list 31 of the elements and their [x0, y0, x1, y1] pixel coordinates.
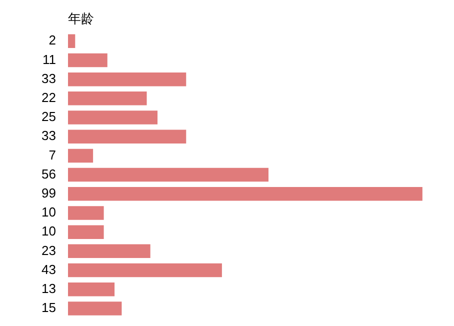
bar	[68, 148, 94, 163]
data-label: 43	[42, 262, 56, 277]
data-label: 10	[42, 224, 56, 239]
bar	[68, 34, 76, 48]
data-label: 2	[48, 32, 56, 48]
data-label: 13	[42, 280, 56, 296]
bar	[68, 72, 186, 86]
data-label: 33	[42, 128, 56, 144]
data-label: 10	[42, 204, 56, 220]
data-label: 56	[42, 166, 56, 182]
bar	[68, 302, 122, 316]
data-label: 99	[42, 185, 56, 200]
data-label: 7	[48, 147, 56, 162]
bar	[68, 206, 104, 220]
data-label: 22	[42, 90, 56, 106]
bar	[68, 92, 147, 106]
bar	[68, 110, 158, 124]
data-label: 15	[42, 300, 56, 316]
data-label: 25	[42, 109, 56, 124]
bar	[68, 282, 115, 296]
data-label: 11	[42, 52, 56, 67]
bar	[68, 187, 422, 201]
bar	[68, 53, 108, 68]
bar	[68, 130, 186, 144]
bar	[68, 244, 150, 258]
bar	[68, 225, 104, 239]
bar	[68, 263, 222, 278]
data-label: 23	[42, 242, 56, 258]
bar	[68, 168, 268, 182]
data-label: 33	[42, 70, 56, 86]
chart-title: 年龄	[68, 12, 94, 28]
